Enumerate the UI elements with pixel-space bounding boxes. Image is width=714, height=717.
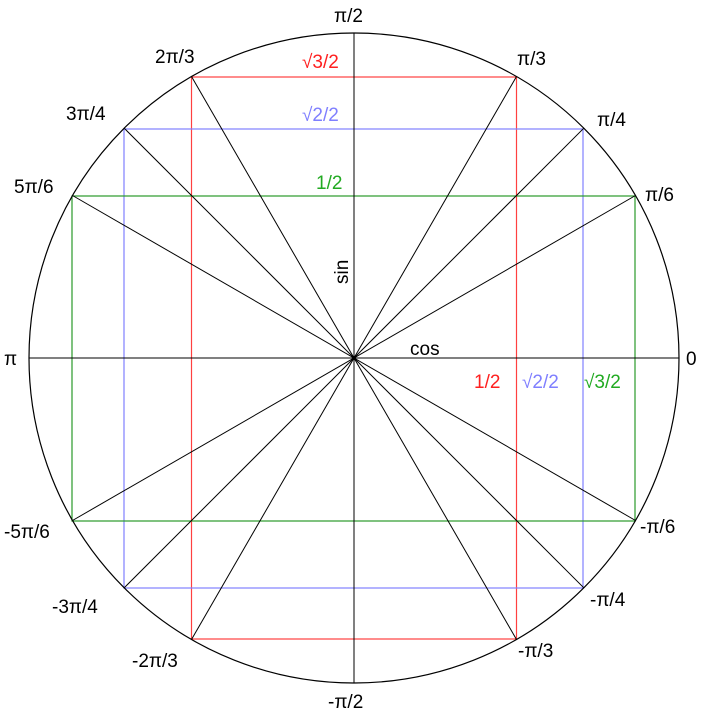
angle-label-neg-pi-3: -π/3 xyxy=(518,641,553,662)
angle-label-pi-6: π/6 xyxy=(645,185,674,206)
cos-sqrt3-label: √3/2 xyxy=(584,372,621,393)
sin-axis-label: sin xyxy=(332,260,353,284)
unit-circle xyxy=(28,32,680,684)
diameter-150 xyxy=(72,195,636,521)
angle-label-neg-3pi-4: -3π/4 xyxy=(52,597,98,618)
angle-label-5pi-6: 5π/6 xyxy=(14,177,54,198)
cos-axis-label: cos xyxy=(410,339,440,360)
angle-label-pi: π xyxy=(4,349,17,370)
radial-lines xyxy=(72,76,636,640)
angle-label-neg-5pi-6: -5π/6 xyxy=(4,522,50,543)
angle-label-2pi-3: 2π/3 xyxy=(155,47,195,68)
angle-label-neg-pi-2: -π/2 xyxy=(328,692,363,713)
angle-label-pi-3: π/3 xyxy=(517,49,546,70)
angle-label-pi-2: π/2 xyxy=(334,6,363,27)
angle-label-neg-pi-4: -π/4 xyxy=(590,590,626,611)
angle-label-pi-4: π/4 xyxy=(597,110,626,131)
cos-half-label: 1/2 xyxy=(474,372,500,393)
sin-sqrt3-label: √3/2 xyxy=(302,52,339,73)
angle-label-3pi-4: 3π/4 xyxy=(66,104,106,125)
angle-label-0: 0 xyxy=(686,349,697,370)
sin-half-label: 1/2 xyxy=(316,173,342,194)
angle-label-neg-pi-6: -π/6 xyxy=(640,517,675,538)
sin-sqrt2-label: √2/2 xyxy=(302,105,339,126)
angle-label-neg-2pi-3: -2π/3 xyxy=(132,651,178,672)
cos-sqrt2-label: √2/2 xyxy=(522,372,559,393)
